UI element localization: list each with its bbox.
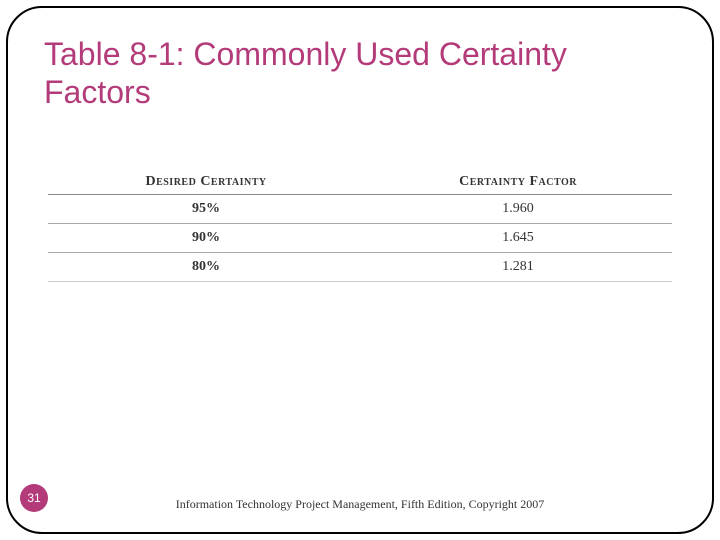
col-header-desired-certainty: Desired Certainty bbox=[48, 168, 364, 195]
cell-desired-certainty: 95% bbox=[48, 194, 364, 223]
slide-frame: Table 8-1: Commonly Used Certainty Facto… bbox=[6, 6, 714, 534]
table-row: 90% 1.645 bbox=[48, 223, 672, 252]
cell-desired-certainty: 90% bbox=[48, 223, 364, 252]
certainty-table: Desired Certainty Certainty Factor 95% 1… bbox=[48, 168, 672, 282]
cell-certainty-factor: 1.281 bbox=[364, 252, 672, 281]
cell-certainty-factor: 1.960 bbox=[364, 194, 672, 223]
footer-text: Information Technology Project Managemen… bbox=[8, 497, 712, 512]
slide-title: Table 8-1: Commonly Used Certainty Facto… bbox=[44, 36, 676, 112]
cell-desired-certainty: 80% bbox=[48, 252, 364, 281]
table-row: 80% 1.281 bbox=[48, 252, 672, 281]
col-header-certainty-factor: Certainty Factor bbox=[364, 168, 672, 195]
cell-certainty-factor: 1.645 bbox=[364, 223, 672, 252]
table-header-row: Desired Certainty Certainty Factor bbox=[48, 168, 672, 195]
certainty-table-wrap: Desired Certainty Certainty Factor 95% 1… bbox=[44, 168, 676, 282]
table-row: 95% 1.960 bbox=[48, 194, 672, 223]
